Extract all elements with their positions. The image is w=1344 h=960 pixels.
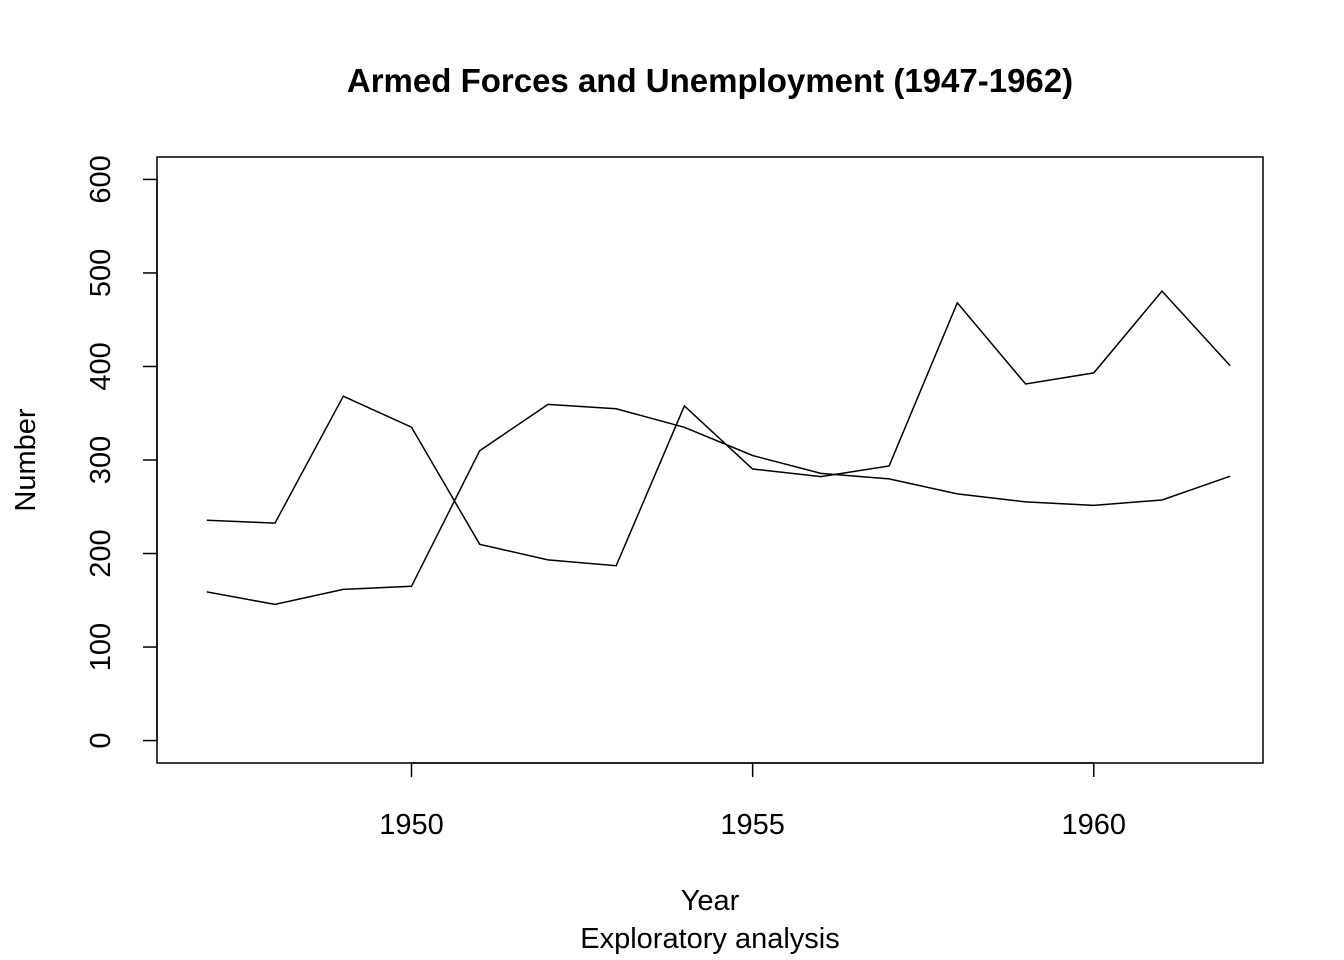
y-tick-label: 600 (85, 155, 117, 203)
y-tick-label: 100 (85, 623, 117, 671)
series-layer (206, 289, 1231, 606)
y-tick-label: 500 (85, 249, 117, 297)
x-tick-label: 1960 (1062, 809, 1127, 841)
y-tick-label: 400 (85, 342, 117, 390)
x-tick-label: 1955 (720, 809, 785, 841)
y-axis: 0 100 200 300 400 500 600 (85, 155, 158, 749)
series-line-1 (206, 289, 1231, 567)
y-axis-label: Number (10, 408, 42, 511)
chart-title: Armed Forces and Unemployment (1947-1962… (347, 62, 1073, 99)
chart-subtitle: Exploratory analysis (580, 923, 840, 955)
plot-frame (156, 156, 1264, 764)
x-tick-label: 1950 (379, 809, 444, 841)
x-axis: 1950 1955 1960 (379, 762, 1127, 841)
y-tick-label: 0 (85, 732, 117, 748)
series-line-2 (206, 403, 1231, 606)
y-tick-label: 200 (85, 529, 117, 577)
x-axis-label: Year (681, 885, 740, 917)
y-tick-label: 300 (85, 436, 117, 484)
